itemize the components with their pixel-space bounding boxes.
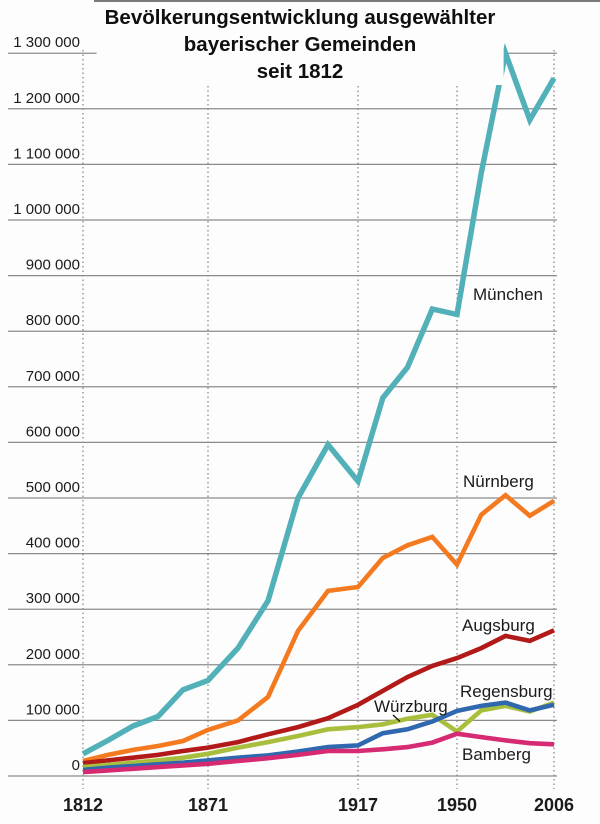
y-tick-label-100-000: 100 000 [26, 701, 80, 718]
series-line-augsburg [82, 628, 555, 766]
y-tick-label-0: 0 [72, 757, 80, 774]
series-label-wuerzburg: Würzburg [374, 697, 448, 716]
chart-title-line2: bayerischer Gemeinden [183, 33, 417, 56]
series-label-nuernberg: Nürnberg [463, 472, 534, 491]
series-line-nuernberg [82, 492, 556, 764]
y-tick-label-1-100-000: 1 100 000 [13, 145, 80, 162]
y-tick-label-1-300-000: 1 300 000 [13, 34, 80, 51]
series-label-muenchen: München [473, 285, 543, 304]
wuerzburg-pointer-line [392, 714, 401, 722]
series-label-augsburg: Augsburg [462, 616, 535, 635]
y-tick-label-1-200-000: 1 200 000 [13, 90, 80, 107]
chart-title-line1: Bevölkerungsentwicklung ausgewählter [104, 6, 496, 29]
y-tick-label-300-000: 300 000 [26, 590, 80, 607]
y-tick-label-600-000: 600 000 [26, 423, 80, 440]
y-tick-label-800-000: 800 000 [26, 312, 80, 329]
x-tick-label-1950: 1950 [437, 795, 477, 815]
y-tick-label-400-000: 400 000 [26, 535, 80, 552]
chart-title-line3: seit 1812 [256, 60, 344, 83]
series-line-bamberg [82, 731, 555, 775]
chart-title: Bevölkerungsentwicklung ausgewählter bay… [96, 4, 504, 85]
series-line-wuerzburg [82, 700, 555, 770]
scan-edge-artifact [94, 0, 600, 2]
x-tick-label-1812: 1812 [63, 795, 103, 815]
x-tick-label-2006: 2006 [534, 795, 574, 815]
x-tick-label-1871: 1871 [188, 795, 228, 815]
y-tick-label-1-000-000: 1 000 000 [13, 201, 80, 218]
series-label-bamberg: Bamberg [462, 745, 531, 764]
y-tick-label-900-000: 900 000 [26, 257, 80, 274]
series-line-regensburg [82, 700, 555, 773]
y-tick-label-500-000: 500 000 [26, 479, 80, 496]
y-tick-label-200-000: 200 000 [26, 646, 80, 663]
series-line-muenchen [81, 43, 557, 757]
series-label-regensburg: Regensburg [460, 682, 553, 701]
y-tick-label-700-000: 700 000 [26, 368, 80, 385]
x-tick-label-1917: 1917 [338, 795, 378, 815]
